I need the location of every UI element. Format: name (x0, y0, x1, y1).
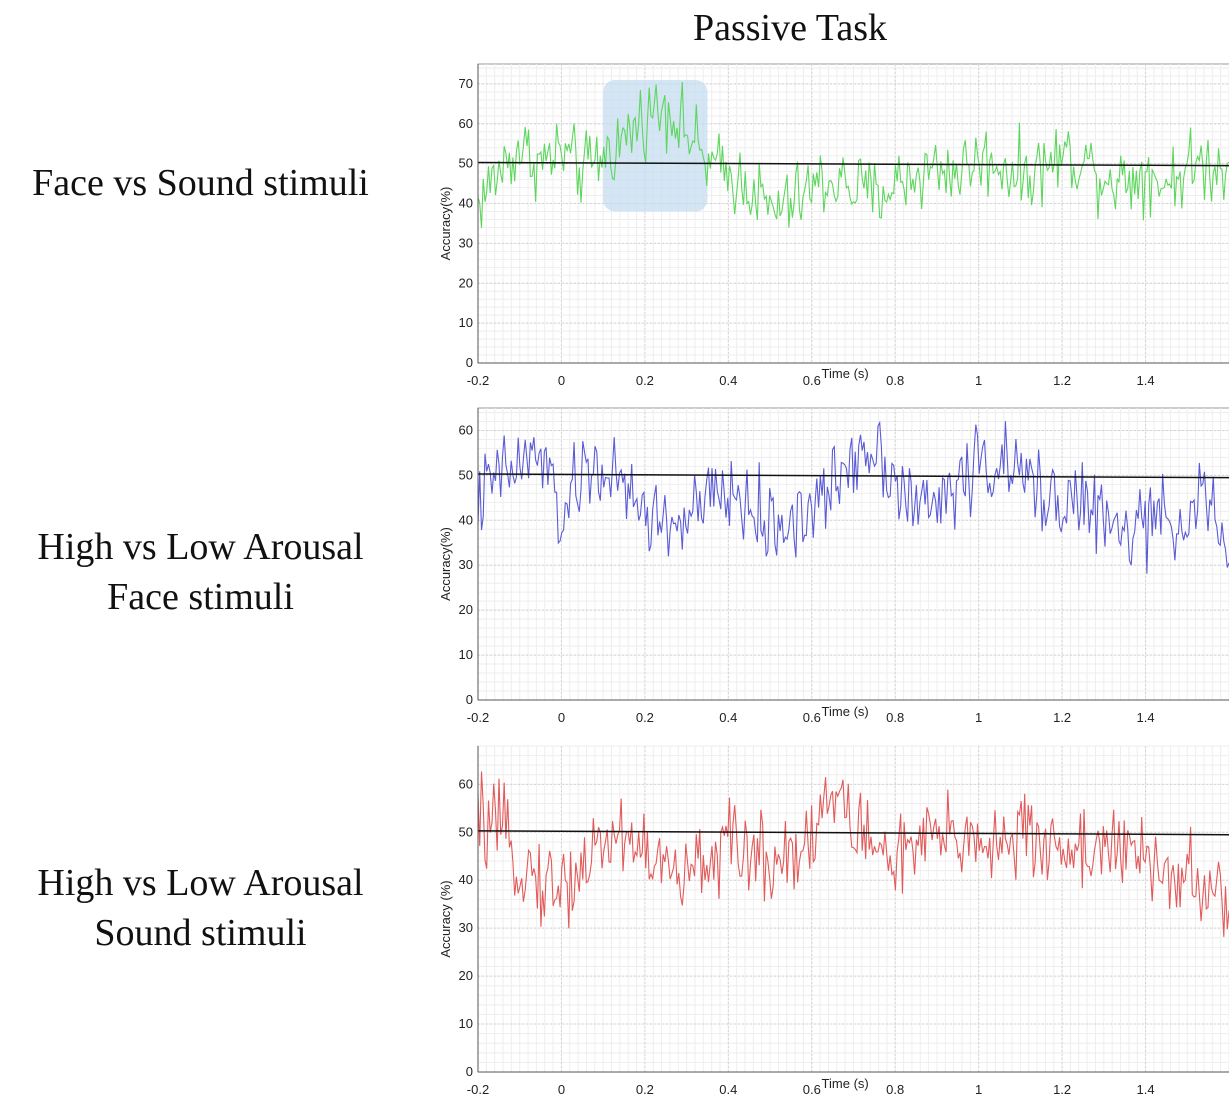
y-tick-label: 20 (459, 968, 473, 983)
x-tick-label: 1 (975, 710, 982, 725)
x-tick-label: 0 (558, 710, 565, 725)
y-tick-label: 60 (459, 776, 473, 791)
y-tick-label: 60 (459, 422, 473, 437)
accuracy-series-line (477, 420, 1229, 574)
y-tick-label: 40 (459, 196, 473, 211)
y-tick-label: 10 (459, 315, 473, 330)
significance-highlight (603, 79, 708, 212)
x-tick-label: 0.4 (719, 373, 737, 388)
y-tick-label: 20 (459, 602, 473, 617)
row-label-line: High vs Low Arousal (37, 862, 364, 904)
x-tick-label: 0.8 (886, 710, 904, 725)
x-tick-label: 0.4 (719, 1082, 737, 1097)
y-tick-label: 30 (459, 920, 473, 935)
y-axis-label: Accuracy(%) (438, 187, 453, 261)
x-tick-label: -0.2 (467, 373, 489, 388)
y-axis-label: Accuracy(%) (438, 527, 453, 601)
y-tick-label: 40 (459, 872, 473, 887)
x-tick-label: 1.2 (1053, 1082, 1071, 1097)
y-tick-label: 50 (459, 156, 473, 171)
chance-level-line (477, 830, 1229, 836)
x-axis-label: Time (s) (822, 704, 869, 719)
x-tick-label: 0.8 (886, 373, 904, 388)
y-tick-label: 20 (459, 275, 473, 290)
chance-level-line (477, 473, 1229, 479)
x-tick-label: 1.4 (1137, 1082, 1155, 1097)
accuracy-chart-3: 0 10 20 30 40 50 60 -0.2 0 0.2 0.4 0.6 0.8 1 1.2 1.4 Tim… (438, 745, 1229, 1097)
x-tick-label: -0.2 (467, 1082, 489, 1097)
y-tick-label: 10 (459, 1016, 473, 1031)
accuracy-series-line (477, 771, 1229, 937)
x-tick-label: 0.2 (636, 373, 654, 388)
x-tick-label: 1.2 (1053, 710, 1071, 725)
x-tick-label: 1 (975, 1082, 982, 1097)
y-tick-label: 0 (466, 1064, 473, 1079)
y-tick-label: 60 (459, 116, 473, 131)
y-tick-label: 40 (459, 512, 473, 527)
x-tick-label: 0.8 (886, 1082, 904, 1097)
x-tick-label: 0.2 (636, 1082, 654, 1097)
y-tick-label: 70 (459, 76, 473, 91)
row-label-line: Sound stimuli (94, 912, 307, 954)
x-tick-label: 1.4 (1137, 710, 1155, 725)
row-label-arousal-face: High vs Low Arousal Face stimuli (8, 522, 393, 622)
x-tick-label: 1.2 (1053, 373, 1071, 388)
x-tick-label: -0.2 (467, 710, 489, 725)
y-tick-label: 50 (459, 824, 473, 839)
y-axis-label: Accuracy (%) (438, 880, 453, 957)
row-label-arousal-sound: High vs Low Arousal Sound stimuli (8, 858, 393, 958)
x-tick-label: 0.2 (636, 710, 654, 725)
row-label-line: High vs Low Arousal (37, 526, 364, 568)
x-tick-label: 0.4 (719, 710, 737, 725)
row-label-line: Face vs Sound stimuli (32, 162, 369, 204)
chance-level-line (477, 161, 1229, 167)
x-tick-label: 1.4 (1137, 373, 1155, 388)
accuracy-chart-2: 0 10 20 30 40 50 60 -0.2 0 0.2 0.4 0.6 0.8 1 1.2 1.4 Tim… (438, 407, 1229, 725)
y-tick-label: 30 (459, 235, 473, 250)
x-tick-label: 0 (558, 1082, 565, 1097)
y-tick-label: 50 (459, 467, 473, 482)
accuracy-series-line (477, 81, 1229, 228)
y-tick-label: 0 (466, 355, 473, 370)
row-label-face-vs-sound: Face vs Sound stimuli (8, 158, 393, 208)
x-axis-label: Time (s) (822, 366, 869, 381)
figure-title: Passive Task (692, 7, 888, 49)
row-label-line: Face stimuli (107, 576, 294, 618)
y-tick-label: 0 (466, 692, 473, 707)
x-tick-label: 0.6 (803, 373, 821, 388)
y-tick-label: 10 (459, 647, 473, 662)
accuracy-chart-1: 0 10 20 30 40 50 60 70 -0.2 0 0.2 0.4 0.6 0.8 1 1.2 1.4 T… (438, 63, 1229, 388)
x-tick-label: 0.6 (803, 710, 821, 725)
x-tick-label: 0 (558, 373, 565, 388)
y-tick-label: 30 (459, 557, 473, 572)
x-tick-label: 1 (975, 373, 982, 388)
x-tick-label: 0.6 (803, 1082, 821, 1097)
x-axis-label: Time (s) (822, 1076, 869, 1091)
